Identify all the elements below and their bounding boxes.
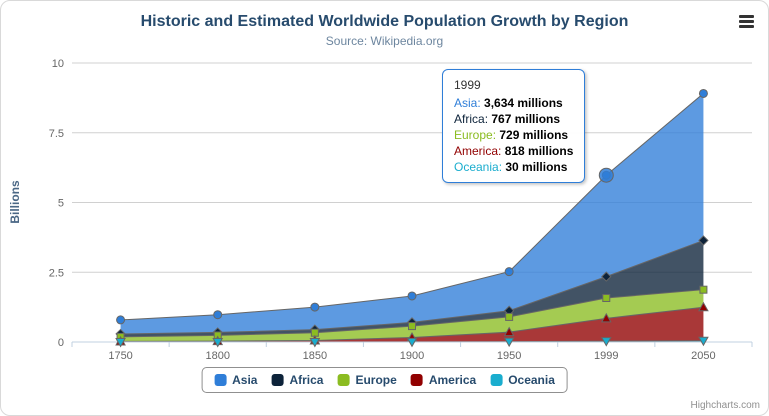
legend-item-asia[interactable]: Asia xyxy=(214,373,257,387)
marker-america-1950[interactable] xyxy=(503,326,515,337)
marker-asia-1850[interactable] xyxy=(310,302,320,312)
marker-oceania-1800[interactable] xyxy=(212,337,224,348)
marker-oceania-1900[interactable] xyxy=(406,337,418,348)
marker-europe-1999[interactable] xyxy=(602,294,611,303)
x-axis-label: 1800 xyxy=(205,350,229,362)
legend-label: Africa xyxy=(289,373,324,387)
marker-africa-1999[interactable] xyxy=(601,271,612,282)
area-asia[interactable] xyxy=(120,93,704,334)
marker-oceania-1750[interactable] xyxy=(115,337,126,348)
x-axis-label: 2050 xyxy=(691,350,715,362)
hamburger-icon xyxy=(739,15,754,28)
tooltip: 1999 Asia3,634 millionsAfrica767 million… xyxy=(442,69,586,183)
tooltip-row-asia: Asia3,634 millions xyxy=(454,95,573,111)
x-axis-label: 1900 xyxy=(400,350,424,362)
legend-swatch-asia xyxy=(214,374,227,386)
tooltip-row-europe: Europe729 millions xyxy=(454,127,573,143)
marker-europe-2050[interactable] xyxy=(699,285,708,294)
credits-link[interactable]: Highcharts.com xyxy=(690,400,760,411)
y-axis-label: 10 xyxy=(52,58,64,70)
chart-subtitle: Source: Wikipedia.org xyxy=(325,34,444,48)
marker-africa-2050[interactable] xyxy=(698,235,709,246)
marker-oceania-1850[interactable] xyxy=(309,337,321,348)
legend-item-america[interactable]: America xyxy=(410,373,477,387)
legend-item-oceania[interactable]: Oceania xyxy=(490,373,555,387)
legend-swatch-oceania xyxy=(490,374,503,386)
x-axis-label: 1999 xyxy=(594,350,618,362)
marker-oceania-1999[interactable] xyxy=(600,337,612,347)
legend-swatch-america xyxy=(410,374,423,386)
tooltip-row-oceania: Oceania30 millions xyxy=(454,159,573,175)
tooltip-header: 1999 xyxy=(454,78,481,92)
marker-oceania-1950[interactable] xyxy=(503,337,515,348)
tooltip-rows: Asia3,634 millionsAfrica767 millionsEuro… xyxy=(454,95,573,175)
marker-asia-1750[interactable] xyxy=(116,315,126,325)
x-axis-label: 1950 xyxy=(497,350,521,362)
chart-title: Historic and Estimated Worldwide Populat… xyxy=(140,13,629,30)
area-africa[interactable] xyxy=(120,240,704,337)
tooltip-row-africa: Africa767 millions xyxy=(454,111,573,127)
y-axis-label: 7.5 xyxy=(49,128,64,140)
legend-item-europe[interactable]: Europe xyxy=(337,373,397,387)
marker-asia-1950[interactable] xyxy=(504,267,514,277)
marker-america-1999[interactable] xyxy=(600,312,612,323)
marker-asia-1900[interactable] xyxy=(407,291,417,301)
legend-item-africa[interactable]: Africa xyxy=(271,373,323,387)
y-axis-label: 0 xyxy=(58,337,64,349)
x-axis-label: 1850 xyxy=(303,350,327,362)
legend-label: America xyxy=(428,373,477,387)
hover-marker[interactable] xyxy=(598,167,614,183)
x-axis-label: 1750 xyxy=(108,350,132,362)
marker-oceania-2050[interactable] xyxy=(698,336,709,347)
marker-asia-2050[interactable] xyxy=(698,88,708,98)
legend-label: Europe xyxy=(355,373,397,387)
legend-label: Asia xyxy=(232,373,258,387)
legend: Asia Africa Europe America Oceania xyxy=(201,367,568,393)
export-menu-button[interactable] xyxy=(735,9,758,34)
marker-europe-1900[interactable] xyxy=(408,322,416,331)
legend-label: Oceania xyxy=(508,373,555,387)
tooltip-row-america: America818 millions xyxy=(454,143,573,159)
marker-europe-1950[interactable] xyxy=(505,312,514,321)
marker-america-2050[interactable] xyxy=(698,301,709,312)
marker-asia-1800[interactable] xyxy=(213,310,223,320)
y-axis-label: 5 xyxy=(58,198,64,210)
legend-swatch-europe xyxy=(337,374,350,386)
y-axis-title: Billions xyxy=(8,180,22,224)
legend-swatch-africa xyxy=(271,374,284,386)
area-america[interactable] xyxy=(120,307,704,342)
y-axis-label: 2.5 xyxy=(49,267,64,279)
